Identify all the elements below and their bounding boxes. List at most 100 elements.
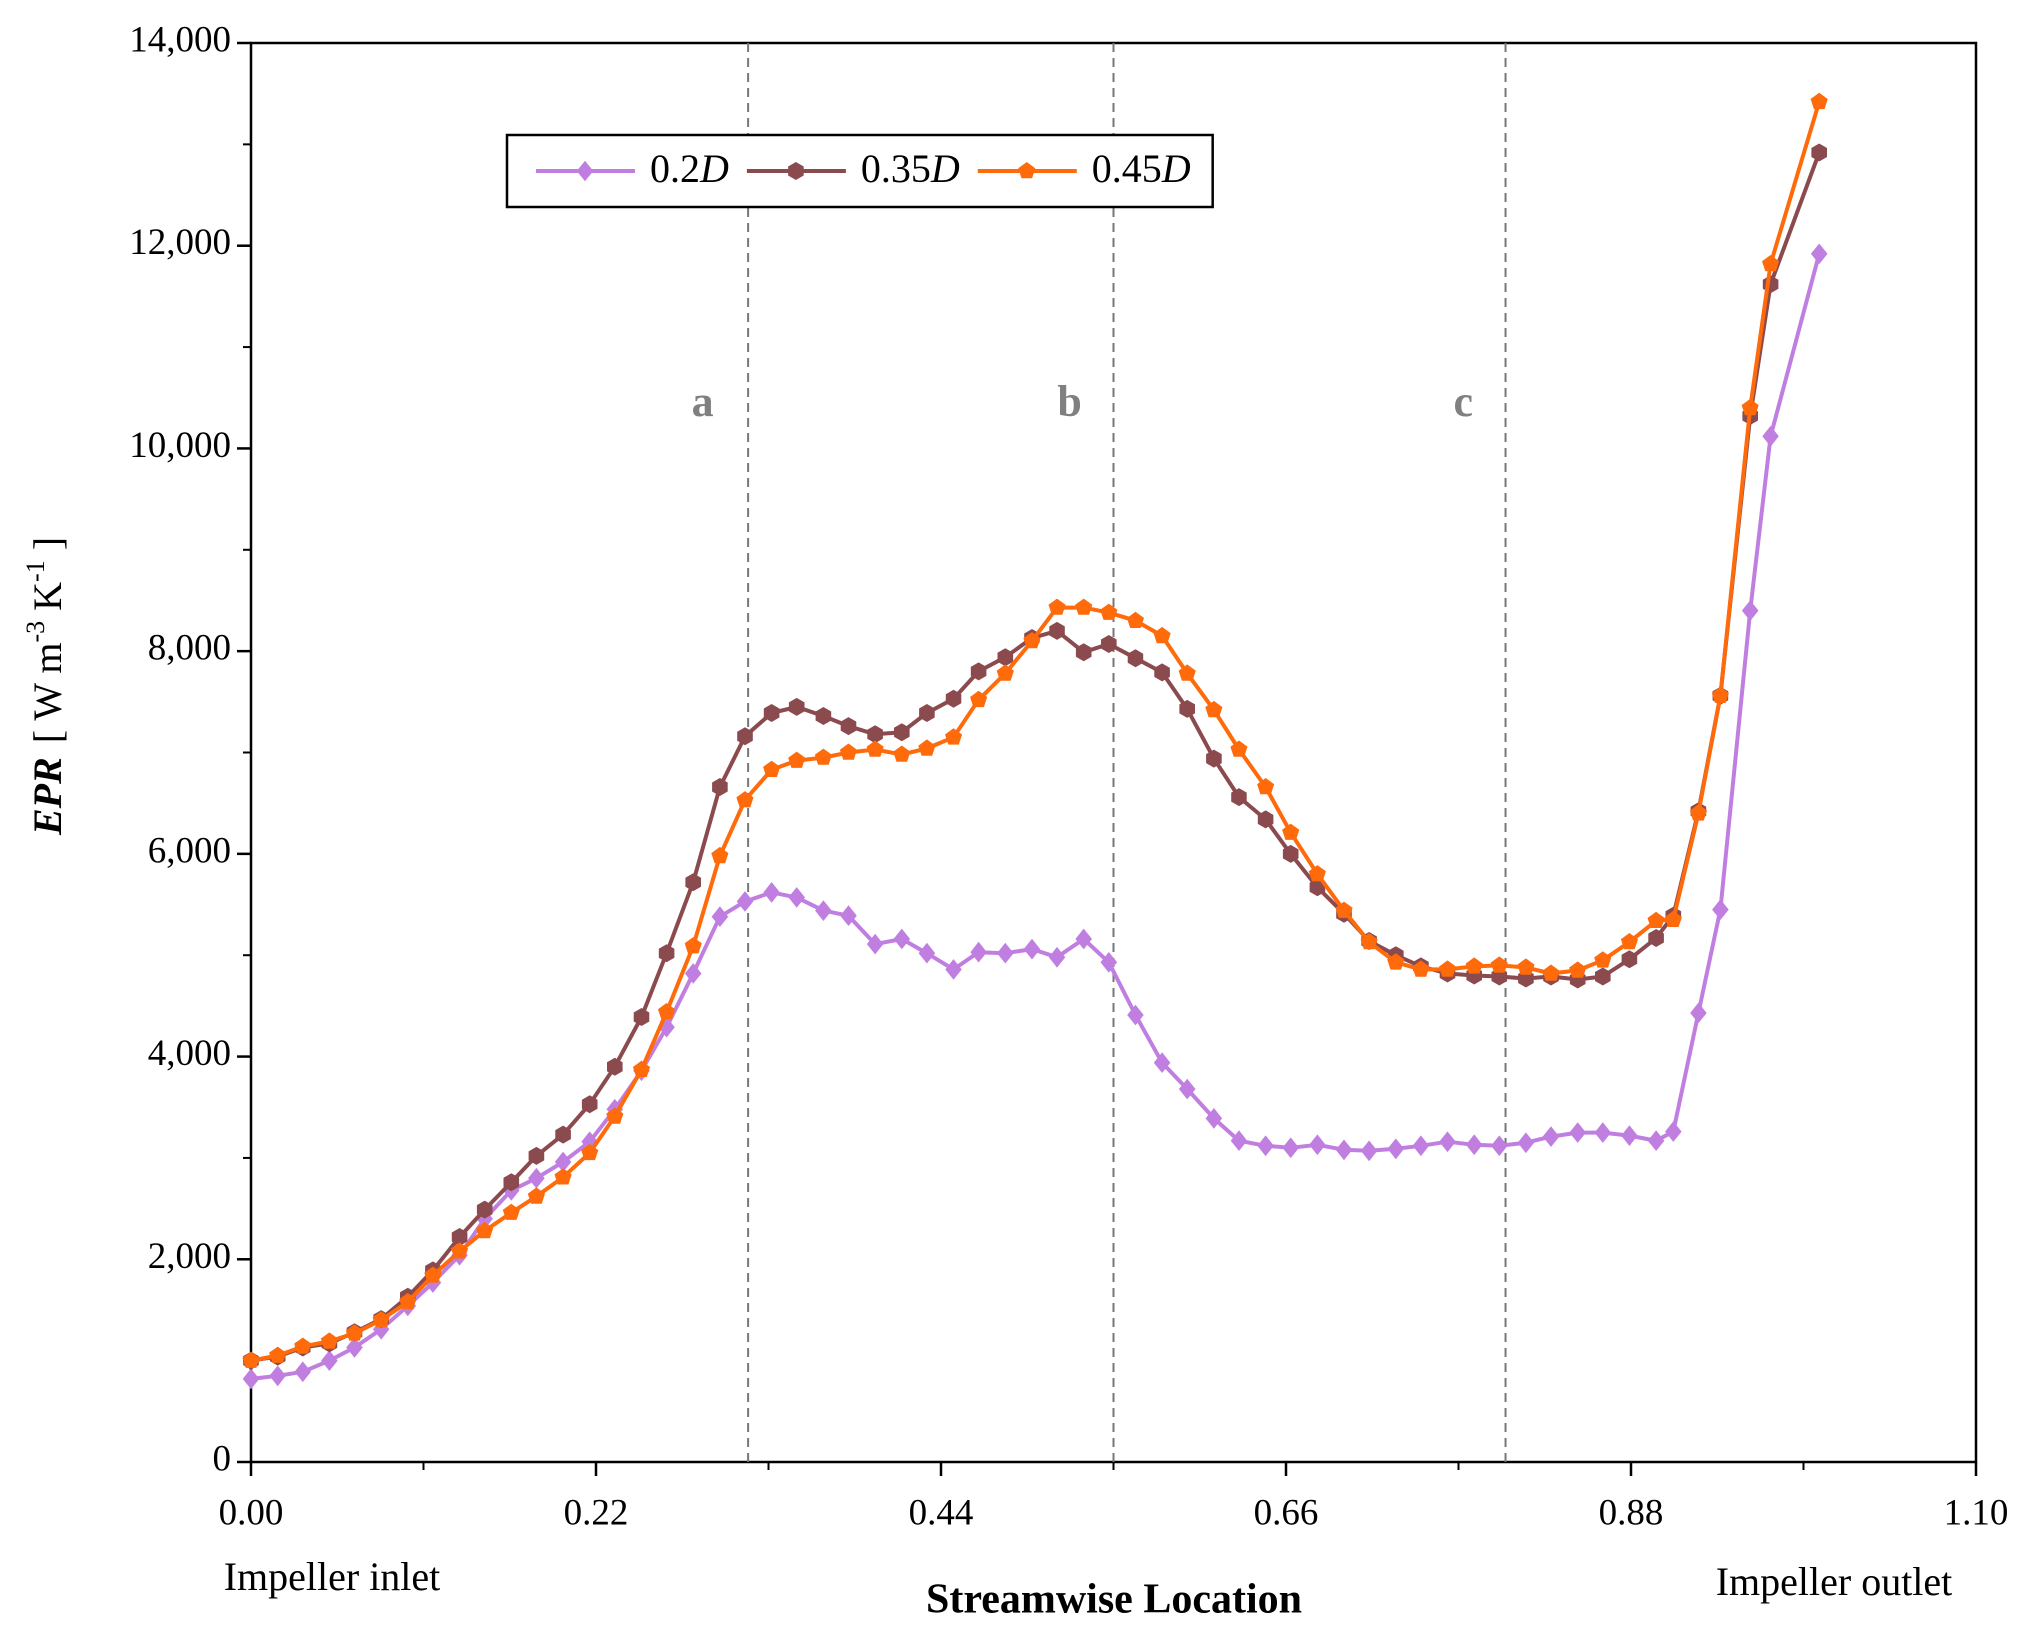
data-point xyxy=(1048,946,1066,968)
data-point xyxy=(555,1125,571,1144)
data-point xyxy=(1762,425,1779,447)
legend: 0.2D 0.35D 0.45D xyxy=(505,133,1214,209)
data-point xyxy=(346,1337,363,1358)
data-point xyxy=(1517,958,1535,975)
data-point xyxy=(1178,1078,1196,1100)
data-point xyxy=(1465,957,1483,974)
data-point xyxy=(840,905,857,926)
data-point xyxy=(269,1365,286,1387)
data-point xyxy=(1282,823,1300,840)
data-point xyxy=(1230,1130,1248,1151)
data-point xyxy=(581,1095,598,1114)
data-point xyxy=(763,760,781,777)
data-point xyxy=(1308,865,1326,882)
data-point xyxy=(1153,626,1171,644)
data-point xyxy=(1049,621,1065,640)
data-point xyxy=(970,662,987,681)
data-point xyxy=(1741,600,1759,621)
legend-marker xyxy=(1018,162,1036,179)
data-point xyxy=(788,887,805,908)
y-tick-label: 12,000 xyxy=(129,222,231,263)
x-tick-label: 0.88 xyxy=(1599,1492,1664,1533)
data-point xyxy=(1230,740,1248,757)
data-point xyxy=(1387,953,1405,970)
data-point xyxy=(712,778,728,796)
x-tick-label: 0.66 xyxy=(1254,1492,1319,1533)
y-axis-title-unit: K xyxy=(25,582,70,621)
data-point xyxy=(763,882,780,903)
y-axis-title-unit: [ W m xyxy=(25,643,70,744)
x-tick-label: 0.22 xyxy=(564,1492,629,1533)
data-point xyxy=(606,1107,624,1124)
x-axis-title: Streamwise Location xyxy=(926,1577,1302,1623)
x-tick-label: 0.44 xyxy=(909,1492,974,1533)
data-point xyxy=(997,648,1014,667)
data-point xyxy=(424,1266,442,1283)
data-point xyxy=(1335,1139,1353,1161)
data-point xyxy=(1205,1108,1223,1129)
data-point xyxy=(1689,804,1707,821)
data-point xyxy=(684,963,702,984)
data-point xyxy=(527,1187,545,1204)
data-point xyxy=(372,1311,390,1328)
data-point xyxy=(1690,1002,1707,1024)
data-point xyxy=(893,928,911,950)
data-point xyxy=(658,1003,676,1020)
data-point xyxy=(866,933,884,955)
data-point xyxy=(294,1337,312,1354)
data-point xyxy=(1127,649,1144,668)
data-point xyxy=(269,1346,287,1363)
data-point xyxy=(528,1167,545,1189)
data-point xyxy=(1741,398,1759,416)
data-point xyxy=(1205,700,1223,718)
data-point xyxy=(1620,933,1638,950)
data-point xyxy=(1810,92,1828,110)
data-point xyxy=(1491,1135,1508,1157)
data-point xyxy=(970,941,987,963)
data-point xyxy=(1206,749,1222,768)
data-point xyxy=(294,1361,311,1383)
data-point xyxy=(1542,964,1560,981)
data-point xyxy=(1712,899,1729,920)
data-point xyxy=(1594,951,1612,968)
data-point xyxy=(1439,1131,1456,1153)
data-point xyxy=(788,751,806,768)
data-point xyxy=(945,959,962,980)
data-point xyxy=(1595,967,1611,986)
data-point xyxy=(1569,1122,1586,1143)
data-point xyxy=(1335,901,1353,918)
data-point xyxy=(970,690,988,708)
data-point xyxy=(867,725,883,744)
data-point xyxy=(632,1060,650,1077)
data-point xyxy=(1360,933,1378,950)
y-axis-title: EPR [ W m-3 K-1 ] xyxy=(21,537,70,836)
data-point xyxy=(1621,950,1638,969)
data-point xyxy=(763,704,780,722)
data-point xyxy=(1282,1137,1299,1159)
data-point xyxy=(476,1200,493,1219)
data-point xyxy=(242,1351,260,1368)
data-point xyxy=(503,1173,520,1192)
data-point xyxy=(1179,699,1195,718)
data-point xyxy=(1075,643,1092,662)
data-point xyxy=(1387,1138,1405,1160)
data-point xyxy=(839,743,857,760)
data-point xyxy=(893,745,911,762)
data-point xyxy=(1621,1125,1638,1146)
data-point xyxy=(1257,1135,1274,1157)
data-point xyxy=(1075,598,1093,615)
data-point xyxy=(997,942,1014,964)
data-point xyxy=(736,891,754,912)
data-point xyxy=(1647,1130,1665,1151)
data-point xyxy=(1517,1132,1535,1154)
data-point xyxy=(1048,598,1066,615)
data-point xyxy=(528,1146,545,1165)
data-point xyxy=(321,1350,338,1371)
data-point xyxy=(1711,686,1729,703)
data-point xyxy=(1811,143,1827,162)
data-point xyxy=(1594,1122,1612,1143)
data-point xyxy=(711,906,729,927)
data-point xyxy=(1100,603,1118,620)
data-point xyxy=(1178,664,1196,681)
data-point xyxy=(1569,961,1587,978)
